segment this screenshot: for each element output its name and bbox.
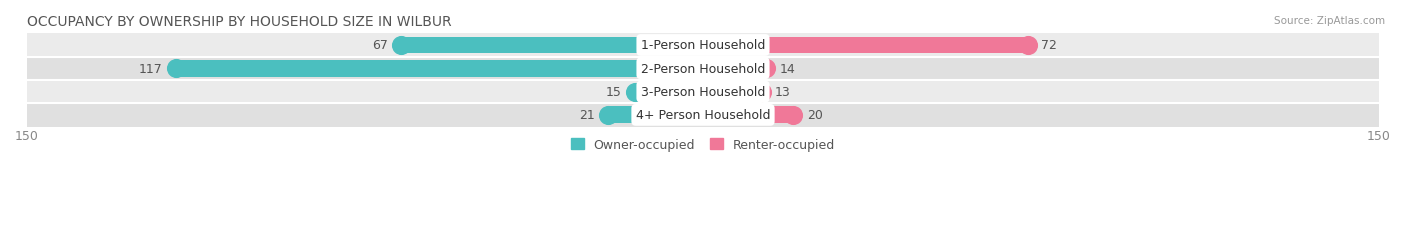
Text: Source: ZipAtlas.com: Source: ZipAtlas.com xyxy=(1274,16,1385,26)
Bar xyxy=(703,107,793,124)
Point xyxy=(598,113,620,117)
Point xyxy=(1017,44,1039,48)
Text: 15: 15 xyxy=(606,86,621,99)
Bar xyxy=(703,84,762,100)
Bar xyxy=(27,81,1379,104)
Point xyxy=(782,113,804,117)
Bar xyxy=(27,57,1379,81)
Point xyxy=(755,67,778,71)
Bar xyxy=(609,107,703,124)
Text: 21: 21 xyxy=(579,109,595,122)
Bar xyxy=(703,61,766,77)
Text: 72: 72 xyxy=(1040,39,1057,52)
Bar xyxy=(401,37,703,54)
Bar xyxy=(703,37,1028,54)
Text: OCCUPANCY BY OWNERSHIP BY HOUSEHOLD SIZE IN WILBUR: OCCUPANCY BY OWNERSHIP BY HOUSEHOLD SIZE… xyxy=(27,15,451,29)
Point xyxy=(165,67,187,71)
Bar xyxy=(27,34,1379,57)
Point xyxy=(624,90,647,94)
Text: 117: 117 xyxy=(138,63,162,76)
Text: 14: 14 xyxy=(779,63,796,76)
Point xyxy=(751,90,773,94)
Text: 20: 20 xyxy=(807,109,823,122)
Text: 2-Person Household: 2-Person Household xyxy=(641,63,765,76)
Legend: Owner-occupied, Renter-occupied: Owner-occupied, Renter-occupied xyxy=(567,133,839,156)
Bar xyxy=(636,84,703,100)
Text: 1-Person Household: 1-Person Household xyxy=(641,39,765,52)
Text: 4+ Person Household: 4+ Person Household xyxy=(636,109,770,122)
Text: 3-Person Household: 3-Person Household xyxy=(641,86,765,99)
Bar xyxy=(176,61,703,77)
Bar xyxy=(27,104,1379,127)
Text: 13: 13 xyxy=(775,86,790,99)
Point xyxy=(389,44,412,48)
Text: 67: 67 xyxy=(371,39,388,52)
